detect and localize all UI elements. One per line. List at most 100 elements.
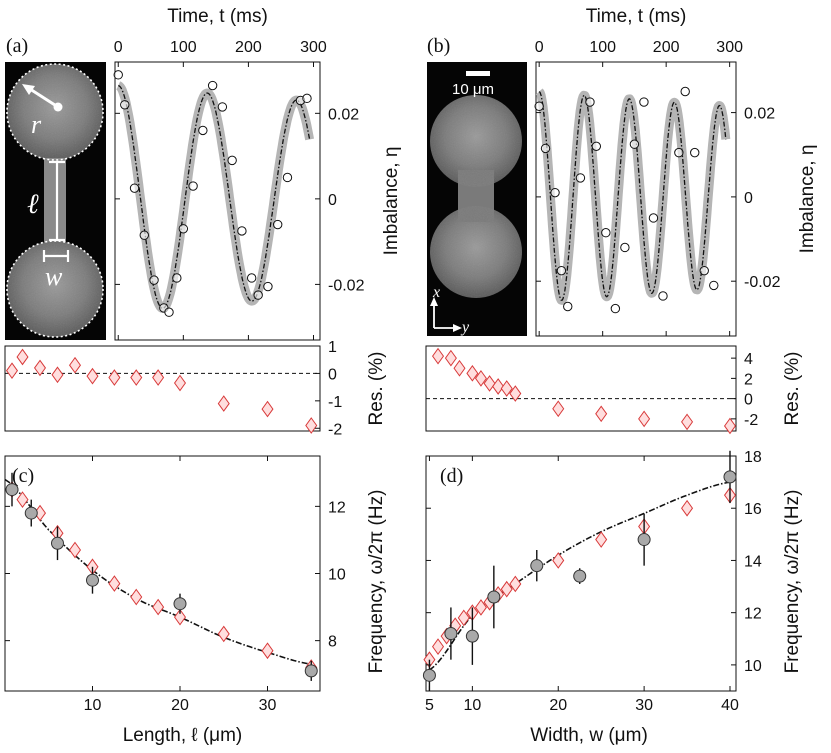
freq-c-frame	[4, 455, 321, 692]
freq-c-ytick-label: 12	[328, 499, 346, 516]
freq-d-experiment-point	[530, 559, 544, 573]
time-b-point	[629, 139, 640, 149]
freq-c-simulation-point	[16, 491, 29, 508]
time-a-point	[227, 155, 237, 166]
res-a-residual	[5, 362, 19, 380]
time-a-point	[139, 230, 149, 240]
res-a-residual	[51, 366, 64, 384]
time-b-point	[620, 242, 630, 253]
time-a-point	[198, 125, 208, 136]
panel-label-d: (d)	[440, 465, 463, 487]
time-b-ylabel: Imbalance, η	[797, 145, 818, 254]
res-a-ytick-label: -2	[328, 421, 342, 438]
freq-d-simulation-point	[552, 552, 565, 569]
time-a-ytick-label: 0.02	[328, 106, 359, 123]
res-b-residual	[483, 375, 496, 392]
res-b-residual	[432, 347, 445, 365]
res-b-ytick-label: 2	[744, 371, 753, 388]
time-a-ytick-label: -0.02	[328, 277, 365, 294]
time-b-point	[540, 143, 551, 154]
time-a-point	[188, 181, 198, 191]
axis-y-label: y	[460, 319, 470, 336]
time-a-point	[246, 273, 257, 283]
time-b-xtick-label: 300	[716, 39, 743, 56]
freq-c-simulation-point	[108, 575, 121, 592]
freq-c-simulation-point	[68, 541, 82, 559]
freq-d-simulation-point	[432, 638, 445, 655]
time-b-point	[610, 303, 621, 314]
freq-c-experiment-point	[51, 536, 64, 550]
freq-c-xtick-label: 30	[259, 697, 277, 714]
res-a-residual	[305, 417, 318, 434]
scale-bar-label: 10 μm	[452, 81, 494, 98]
time-b-point	[556, 265, 567, 276]
time-a-point	[217, 102, 228, 112]
freq-d-plot	[422, 450, 737, 692]
time-b-ytick-label: 0.02	[744, 106, 775, 123]
axis-x-label: x	[432, 284, 440, 301]
freq-c-xlabel: Length, ℓ (μm)	[123, 725, 243, 746]
time-a-point	[120, 100, 130, 110]
time-a-point	[302, 93, 312, 104]
time-b-frame	[535, 61, 737, 337]
time-b-point	[550, 187, 560, 198]
freq-c-experiment-point	[24, 506, 38, 520]
freq-d-ytick-label: 14	[744, 553, 762, 570]
time-b-point	[563, 301, 573, 312]
freq-d-simulation-point	[509, 575, 522, 593]
time-a-ylabel: Imbalance, η	[381, 147, 402, 256]
freq-c-ytick-label: 8	[328, 634, 337, 651]
res-a-residual	[217, 395, 230, 412]
freq-c-xtick-label: 10	[84, 697, 102, 714]
freq-c-ylabel: Frequency, ω/2π (Hz)	[366, 490, 387, 674]
res-a-residual	[33, 359, 47, 377]
time-a-xtick-label: 0	[114, 39, 123, 56]
time-a-xlabel: Time, t (ms)	[167, 6, 268, 27]
length-label: ℓ	[27, 189, 39, 220]
time-a-point	[282, 172, 293, 183]
freq-c-ytick-label: 10	[328, 567, 346, 584]
res-a-ytick-label: 1	[328, 339, 337, 356]
freq-d-experiment-point	[487, 590, 501, 604]
time-b-xtick-label: 0	[535, 39, 544, 56]
time-b-point	[648, 213, 659, 223]
res-b-ytick-label: 0	[744, 392, 753, 409]
time-b-point	[639, 97, 649, 107]
res-a-ytick-label: 0	[328, 366, 337, 383]
time-a-xtick-label: 200	[235, 39, 262, 56]
res-a-residual	[173, 374, 187, 392]
time-a-xtick-label: 300	[300, 39, 327, 56]
res-a-plot	[4, 345, 321, 434]
res-b-residual	[453, 359, 466, 377]
freq-d-simulation-point	[595, 531, 608, 548]
freq-d-simulation-point	[474, 599, 487, 616]
time-a-point	[207, 80, 218, 91]
time-a-point	[263, 281, 273, 292]
time-a-point	[172, 273, 182, 283]
freq-d-simulation-point	[500, 580, 513, 598]
res-b-residual	[466, 364, 479, 382]
res-b-ylabel: Res. (%)	[782, 352, 803, 426]
freq-c-xtick-label: 20	[171, 697, 189, 714]
freq-d-frame	[425, 455, 737, 692]
freq-d-experiment-point	[723, 470, 737, 484]
freq-d-experiment-point	[637, 533, 651, 547]
time-b-plot	[534, 61, 737, 337]
time-a-ytick-label: 0	[328, 192, 337, 209]
freq-d-xtick-label: 30	[635, 697, 653, 714]
freq-d-ytick-label: 10	[744, 658, 762, 675]
freq-c-simulation-point	[173, 608, 187, 626]
width-label: w	[45, 262, 63, 291]
time-b-point	[585, 97, 595, 107]
freq-c-experiment-point	[86, 573, 99, 587]
time-a-point	[129, 183, 140, 193]
panel-b-image: 10 μm x y	[427, 62, 527, 336]
time-a-frame	[114, 61, 321, 341]
time-b-point	[680, 86, 690, 97]
freq-d-xlabel: Width, w (μm)	[530, 725, 648, 746]
freq-c-fit-line	[4, 478, 314, 665]
freq-c-experiment-point	[173, 597, 187, 611]
time-a-point	[113, 70, 123, 80]
time-a-point	[149, 275, 159, 285]
